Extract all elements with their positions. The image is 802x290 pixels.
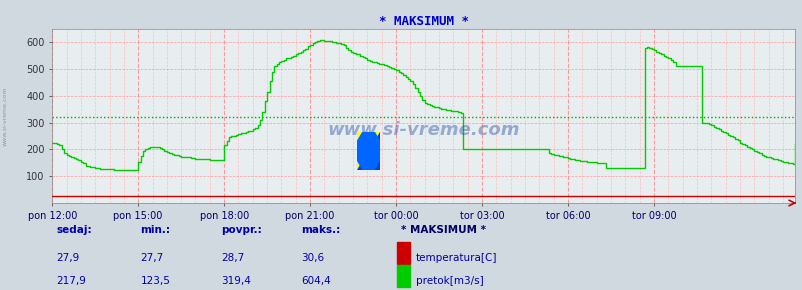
Text: * MAKSIMUM *: * MAKSIMUM * bbox=[401, 225, 486, 235]
Text: 123,5: 123,5 bbox=[140, 276, 170, 286]
Title: * MAKSIMUM *: * MAKSIMUM * bbox=[378, 15, 468, 28]
Text: min.:: min.: bbox=[140, 225, 170, 235]
Text: 28,7: 28,7 bbox=[221, 253, 244, 263]
Text: pretok[m3/s]: pretok[m3/s] bbox=[415, 276, 483, 286]
Polygon shape bbox=[357, 132, 379, 170]
Text: 27,9: 27,9 bbox=[56, 253, 79, 263]
Text: 319,4: 319,4 bbox=[221, 276, 250, 286]
Text: sedaj:: sedaj: bbox=[56, 225, 91, 235]
Text: 27,7: 27,7 bbox=[140, 253, 164, 263]
Text: 30,6: 30,6 bbox=[301, 253, 324, 263]
Text: www.si-vreme.com: www.si-vreme.com bbox=[3, 86, 8, 146]
Text: povpr.:: povpr.: bbox=[221, 225, 261, 235]
Polygon shape bbox=[357, 132, 379, 170]
Text: temperatura[C]: temperatura[C] bbox=[415, 253, 496, 263]
Text: 604,4: 604,4 bbox=[301, 276, 330, 286]
Text: www.si-vreme.com: www.si-vreme.com bbox=[327, 121, 519, 139]
Text: maks.:: maks.: bbox=[301, 225, 340, 235]
Text: 217,9: 217,9 bbox=[56, 276, 86, 286]
Polygon shape bbox=[357, 132, 379, 170]
